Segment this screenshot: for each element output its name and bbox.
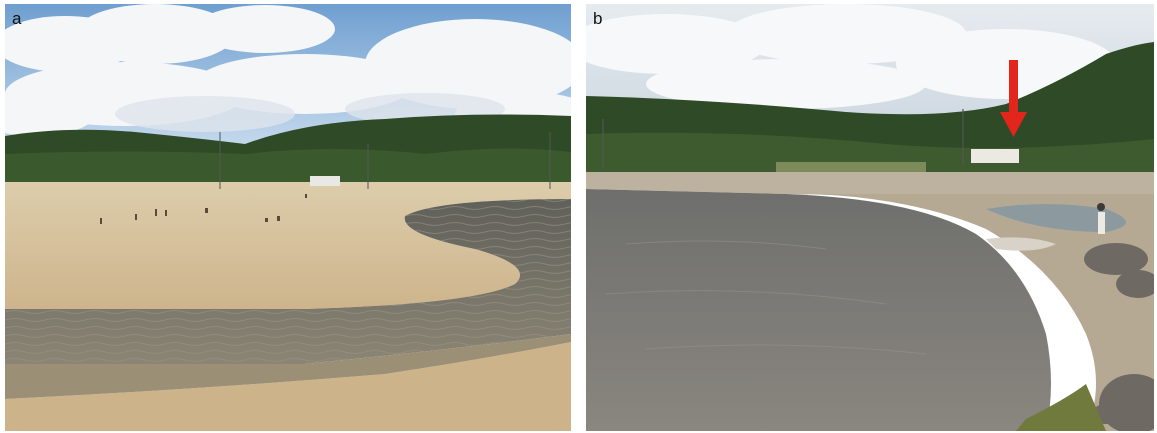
beach-photo-a	[5, 4, 571, 431]
beach-photo-b	[586, 4, 1154, 431]
marked-building	[971, 149, 1019, 163]
panel-label-a: a	[12, 9, 22, 28]
arrow-down-icon	[1000, 60, 1027, 137]
panel-label-b: b	[593, 9, 603, 28]
rocks	[1084, 243, 1154, 431]
person	[1097, 203, 1105, 234]
panel-b-photo: b	[586, 4, 1154, 431]
beach-building	[310, 176, 340, 186]
panel-a-photo: a	[5, 4, 571, 431]
sand-bar	[5, 182, 571, 309]
clouds	[586, 4, 1116, 109]
river-water	[586, 189, 1051, 431]
